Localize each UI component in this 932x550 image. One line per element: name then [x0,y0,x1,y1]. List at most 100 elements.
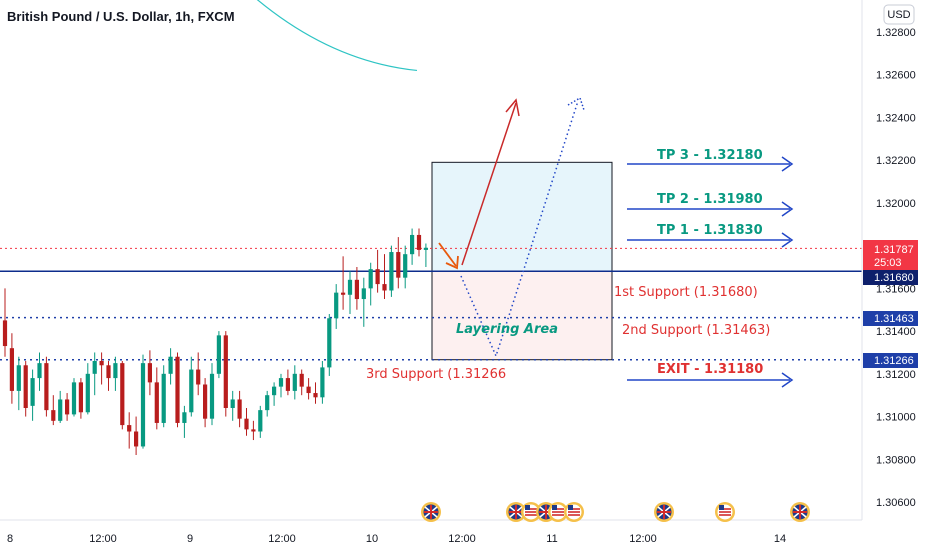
economic-event-flags[interactable] [421,502,810,522]
candle-body [16,365,21,391]
support-3-value: 1.31266 [874,355,914,367]
candle-body [230,399,235,408]
flag-canton [525,505,530,510]
support-2-label: 2nd Support (1.31463) [622,323,770,338]
currency-label: USD [887,9,910,21]
candle-body [347,279,353,295]
candle-body [244,418,249,430]
loss-zone[interactable] [431,270,613,361]
candle-body [382,284,387,291]
support-1-value: 1.31680 [874,272,914,284]
uk-flag-icon[interactable] [790,502,810,522]
uk-flag-icon[interactable] [506,502,526,522]
tp3-label: TP 3 - 1.32180 [657,148,763,163]
currency-button[interactable] [883,4,915,25]
entry-arrow-head [445,255,459,270]
candle-body [327,318,332,368]
support-2-value: 1.31463 [874,313,914,325]
candle-body [292,373,297,391]
candle-body [140,363,146,447]
price-tick-label: 1.32000 [876,198,916,210]
entry-arrow[interactable] [438,242,457,267]
support-1-badge [863,270,918,285]
projection-arrows[interactable] [438,96,585,359]
dip-arrow-head [567,96,585,111]
candle-body [37,363,42,379]
exit-arrow-head [781,372,794,388]
support-3-label: 3rd Support (1.31266 [366,367,506,382]
time-tick-label: 8 [7,533,13,545]
candle-body [258,410,263,432]
candle-body [120,363,125,426]
candle-body [51,410,56,421]
candle-body [196,369,201,385]
us-flag-icon[interactable] [548,502,568,522]
candle-body [251,429,256,432]
flag-canton [719,505,724,510]
us-flag-icon[interactable] [521,502,541,522]
flag-canton [568,505,573,510]
candle-body [203,384,208,419]
uk-flag-icon[interactable] [421,502,441,522]
candle-body [209,373,215,419]
current-price-value: 1.31787 [874,244,914,256]
candle-body [299,373,304,387]
us-flag-icon[interactable] [715,502,735,522]
target-arrows[interactable] [627,156,794,388]
candle-body [320,367,325,398]
price-tick-label: 1.30800 [876,454,916,466]
uk-flag-icon[interactable] [654,502,674,522]
candle-body [9,348,14,391]
candle-body [113,363,118,379]
candle-body [216,335,221,374]
bullish-projection-arrow[interactable] [461,102,517,266]
candle-body [99,361,104,366]
price-tick-label: 1.31200 [876,369,916,381]
candle-body [285,378,290,391]
candle-body [44,363,49,411]
flag-canton [552,505,557,510]
profit-zone[interactable] [431,161,613,272]
tp2-arrow-head [781,201,794,217]
support-2-badge [863,311,918,326]
price-tick-label: 1.32200 [876,155,916,167]
price-tick-label: 1.32400 [876,112,916,124]
candle-body [278,378,284,387]
time-tick-label: 12:00 [89,533,117,545]
price-tick-label: 1.31000 [876,412,916,424]
price-tick-label: 1.30600 [876,497,916,509]
candle-body [2,320,8,347]
us-flag-icon[interactable] [564,502,584,522]
candle-body [30,378,35,406]
dip-projection-path[interactable] [460,100,579,359]
time-axis-ticks[interactable]: 8 12:00 9 12:00 10 12:00 11 12:00 14 [7,533,786,545]
support-1-label: 1st Support (1.31680) [614,285,758,300]
tp2-label: TP 2 - 1.31980 [657,192,763,207]
candle-body [154,382,159,423]
time-tick-label: 14 [774,533,786,545]
candle-body [189,369,194,413]
candle-body [182,412,187,423]
candle-body [71,382,77,415]
candle-body [23,365,28,408]
bullish-arrow-head [505,98,520,117]
candle-body [361,288,366,300]
candle-body [265,395,270,411]
candle-body [161,373,166,423]
candle-body [423,247,428,250]
time-tick-label: 11 [546,533,557,545]
candle-body [396,252,401,278]
price-tick-label: 1.31600 [876,283,916,295]
tp3-arrow-head [781,156,794,172]
candle-body [334,292,339,319]
layering-area-label: Layering Area [456,322,558,337]
candle-body [410,234,415,255]
price-tick-label: 1.32600 [876,70,916,82]
candle-body [127,425,132,432]
candle-body [134,431,139,447]
price-tick-label: 1.31400 [876,326,916,338]
tp1-arrow-head [781,232,794,248]
chart-title: British Pound / U.S. Dollar, 1h, FXCM [7,9,235,24]
candle-body [389,252,394,291]
